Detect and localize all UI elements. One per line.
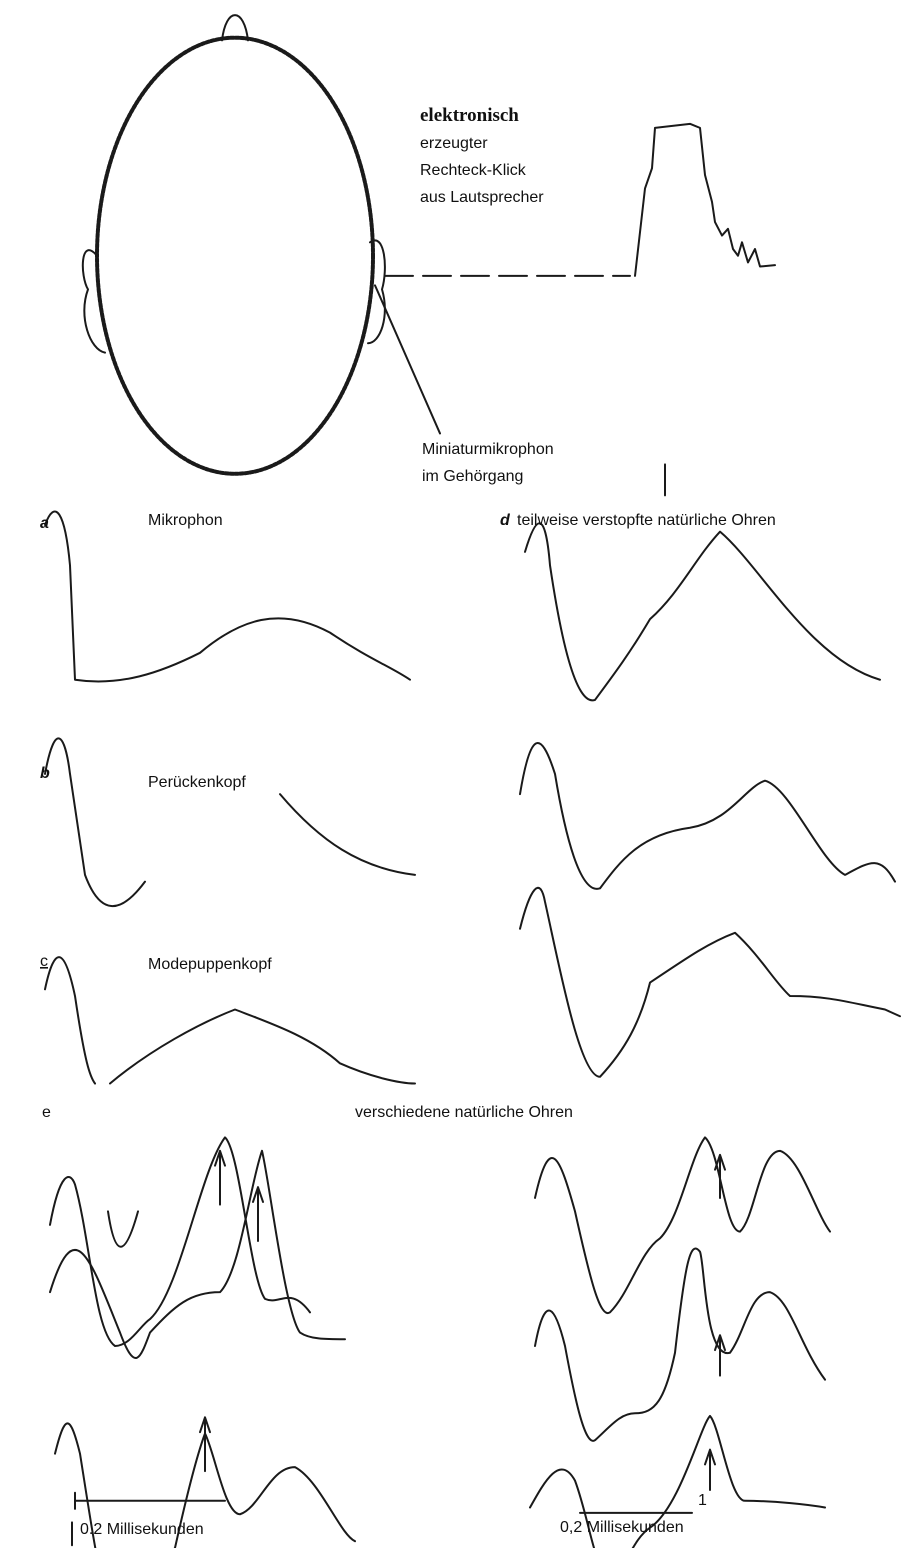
wave-d3 [520,888,900,1077]
wave-d1 [525,523,880,700]
pointer [375,285,440,433]
click-wave [635,124,775,276]
wave-b [45,738,415,906]
wave-e5 [535,1249,825,1441]
panel-letter: c [40,953,48,970]
click-label: erzeugter [420,135,488,152]
wave-e2 [50,1151,345,1358]
arrow [705,1450,715,1490]
scale-label: 0.2 Millisekunden [80,1521,204,1538]
wave-c [45,957,415,1083]
wave-d2 [520,743,895,889]
arrow [253,1187,263,1241]
panel-label: teilweise verstopfte natürliche Ohren [517,512,776,529]
panel-letter: e [42,1104,51,1121]
click-label: elektronisch [420,105,519,126]
click-label: Rechteck-Klick [420,162,527,179]
panel-letter: b [40,765,50,782]
panel-label: Perückenkopf [148,774,246,791]
arrow [715,1335,725,1375]
scale-label: 0,2 Millisekunden [560,1519,684,1536]
head [97,38,373,474]
panel-label: Mikrophon [148,512,223,529]
panel-letter: a [40,515,49,532]
arrow [215,1151,225,1205]
wave-e1 [50,1137,310,1346]
figure: elektronisch erzeugter Rechteck-Klick au… [0,0,907,1548]
mic-label: Miniaturmikrophon [422,441,554,458]
panel-label: verschiedene natürliche Ohren [355,1104,573,1121]
scale-mark: 1 [698,1492,707,1509]
panel-label: Modepuppenkopf [148,956,272,973]
click-label: aus Lautsprecher [420,189,544,206]
mic-label: im Gehörgang [422,468,523,485]
panel-letter: d [500,512,511,529]
wave-a [45,511,410,681]
